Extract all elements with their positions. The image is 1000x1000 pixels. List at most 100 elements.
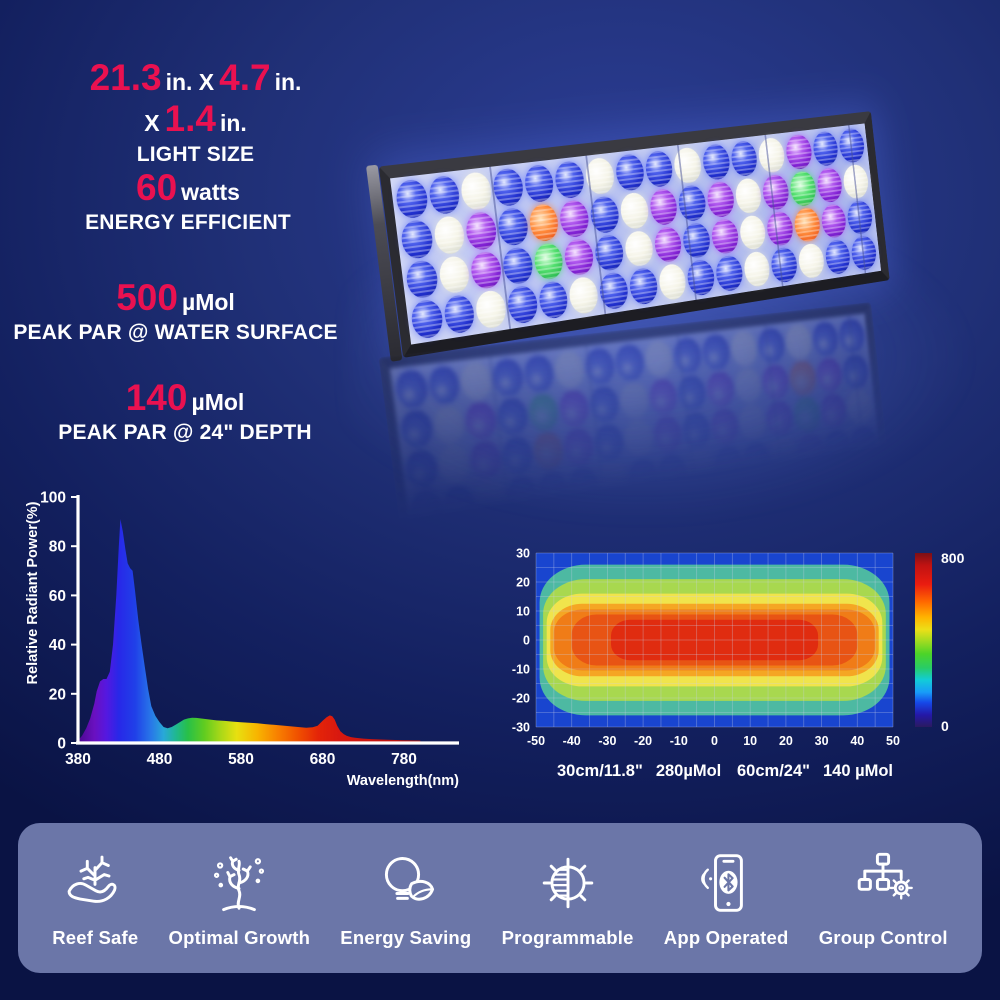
light-size-spec: 21.3 in. X 4.7 in. X 1.4 in. LIGHT SIZE	[38, 57, 353, 166]
led-blue	[842, 353, 870, 390]
led-violet	[464, 400, 499, 441]
led-white	[459, 170, 494, 212]
led-blue	[522, 163, 556, 204]
led-white	[737, 403, 768, 442]
par-depth-line: 140 µMol	[25, 377, 345, 418]
features-banner: Reef Safe Optimal Growth	[18, 823, 982, 973]
bulb-leaf-icon	[384, 856, 434, 901]
led-blue	[404, 258, 440, 300]
size-unit: in. X	[144, 69, 302, 137]
feature-app-operated: App Operated	[664, 848, 789, 949]
led-violet	[705, 180, 736, 219]
svg-text:680: 680	[310, 751, 336, 768]
led-blue	[427, 174, 462, 216]
led-violet	[815, 356, 844, 394]
hand-coral-icon	[67, 855, 117, 903]
svg-text:-30: -30	[512, 721, 530, 735]
led-violet	[819, 392, 848, 430]
led-white	[797, 242, 826, 280]
par-surface-caption: PEAK PAR @ WATER SURFACE	[13, 321, 338, 345]
led-blue	[742, 440, 772, 479]
led-blue	[588, 384, 621, 425]
svg-text:-50: -50	[527, 734, 545, 748]
svg-text:40: 40	[49, 637, 66, 654]
led-white	[784, 323, 813, 361]
led-white	[738, 213, 768, 252]
led-blue	[614, 153, 646, 192]
led-violet	[709, 407, 740, 446]
size-height-value: 1.4	[164, 98, 216, 140]
led-violet	[819, 202, 848, 240]
led-violet	[765, 399, 795, 438]
led-violet	[464, 210, 499, 251]
led-blue	[399, 408, 435, 450]
led-white	[742, 250, 772, 289]
led-violet	[761, 173, 791, 211]
svg-text:30: 30	[516, 547, 530, 561]
led-violet	[765, 209, 795, 248]
led-blue	[714, 444, 744, 483]
led-violet	[558, 388, 591, 429]
par-annotation-value: 280µMol	[655, 762, 722, 780]
feature-label: Energy Saving	[340, 926, 472, 948]
led-blue	[506, 474, 539, 516]
par-surface-value: 500	[116, 277, 178, 318]
led-blue	[427, 364, 462, 406]
svg-text:780: 780	[391, 751, 417, 768]
led-white	[733, 366, 763, 405]
led-green	[792, 396, 822, 434]
light-size-line: 21.3 in. X 4.7 in. X 1.4 in.	[38, 57, 353, 140]
led-white	[685, 448, 716, 488]
led-green	[527, 392, 561, 433]
power-caption: ENERGY EFFICIENT	[85, 211, 291, 235]
svg-text:Relative Radiant Power(%): Relative Radiant Power(%)	[25, 501, 41, 684]
led-blue	[627, 266, 659, 307]
power-value: 60	[136, 167, 178, 208]
led-blue	[496, 206, 530, 247]
led-white	[553, 350, 586, 390]
led-blue	[850, 234, 878, 272]
led-blue	[823, 238, 852, 276]
led-violet	[784, 133, 813, 171]
led-blue	[584, 346, 616, 386]
par-depth-caption: PEAK PAR @ 24" DEPTH	[58, 421, 312, 445]
par-surface-line: 500 µMol	[8, 277, 343, 318]
feature-group-control: Group Control	[819, 848, 948, 949]
led-orange	[792, 206, 822, 244]
led-blue	[537, 280, 570, 321]
led-white	[567, 275, 600, 316]
svg-text:100: 100	[40, 490, 66, 507]
led-white	[618, 381, 650, 421]
svg-text:10: 10	[743, 734, 757, 748]
led-blue	[409, 298, 445, 341]
phone-bluetooth-icon	[701, 853, 744, 912]
product-photo	[345, 111, 1000, 549]
svg-text:-40: -40	[563, 734, 581, 748]
par-annotation-depth: 30cm/11.8"	[557, 762, 643, 780]
led-blue	[442, 293, 477, 335]
led-blue	[537, 470, 570, 511]
led-blue	[567, 465, 600, 506]
power-spec: 60 watts ENERGY EFFICIENT	[38, 167, 338, 235]
led-blue	[769, 246, 799, 284]
led-white	[733, 176, 763, 215]
power-line: 60 watts	[38, 167, 338, 208]
svg-text:-20: -20	[512, 692, 530, 706]
svg-text:480: 480	[147, 751, 173, 768]
led-blue	[729, 139, 759, 178]
led-violet	[558, 198, 591, 239]
led-violet	[652, 225, 684, 264]
par-surface-spec: 500 µMol PEAK PAR @ WATER SURFACE	[8, 277, 343, 345]
led-orange	[532, 431, 565, 472]
size-unit: in.	[219, 110, 247, 137]
led-blue	[588, 194, 621, 234]
svg-text:20: 20	[49, 686, 66, 703]
size-unit: in. X	[165, 69, 215, 95]
led-blue	[677, 183, 708, 223]
par-annotation-depth: 60cm/24"	[737, 762, 810, 780]
dimmer-sun-icon	[542, 857, 593, 908]
led-blue	[676, 373, 708, 413]
led-orange	[527, 202, 561, 243]
